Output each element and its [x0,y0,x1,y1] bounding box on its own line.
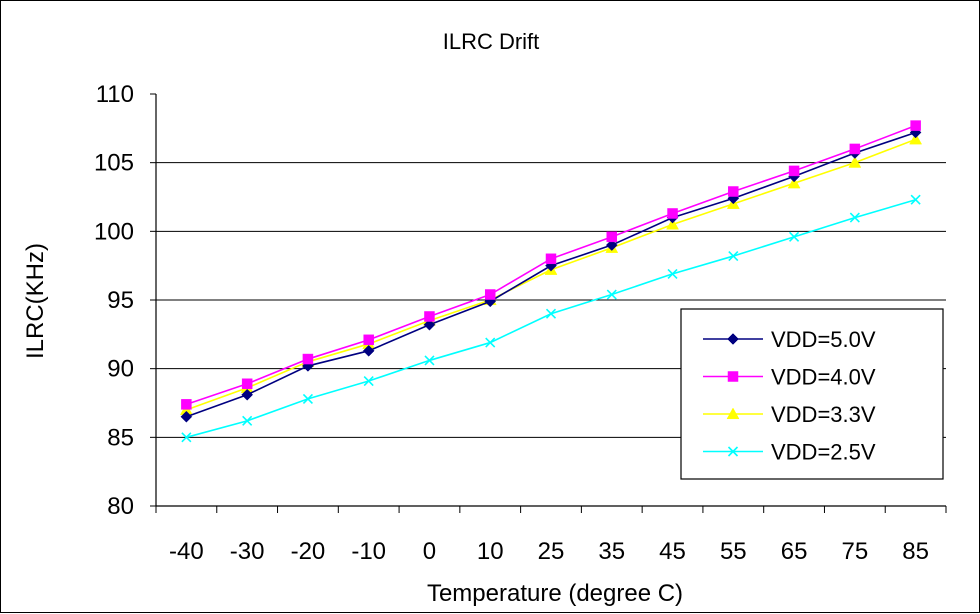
x-tick-labels: -40 -30 -20 -10 0 10 25 35 45 55 65 75 85 [169,538,929,565]
y-tick-label: 100 [94,218,134,245]
data-point [302,353,314,365]
x-tick-label: 65 [781,538,808,565]
data-point [362,344,375,357]
x-tick-label: 25 [538,538,565,565]
x-tick-label: 75 [841,538,868,565]
data-point [180,410,193,423]
legend-marker [727,371,739,382]
legend: VDD=5.0V VDD=4.0V VDD=3.3V VDD=2.5V [680,308,944,480]
data-point [242,415,253,426]
y-tick-label: 90 [107,356,134,383]
chart-title: ILRC Drift [443,29,540,54]
legend-item: VDD=5.0V [703,327,876,352]
x-tick-label: 55 [720,538,747,565]
data-point [849,143,861,155]
data-point [181,399,192,410]
legend-item: VDD=3.3V [703,402,876,427]
x-tick-label: -20 [291,538,326,565]
legend-label: VDD=2.5V [771,440,876,465]
data-point [181,432,192,443]
data-point [667,268,678,279]
x-tick-label: 85 [902,538,929,565]
legend-marker [727,333,739,345]
data-point [909,132,923,145]
data-point [485,337,496,348]
series-x [181,194,921,443]
data-point [728,186,739,197]
data-point [606,289,617,300]
x-tick-label: 10 [477,538,504,565]
data-point [424,311,435,322]
legend-box [680,308,944,480]
data-point [728,250,739,262]
data-point [910,194,921,205]
data-point [667,208,678,219]
data-point [241,378,253,390]
data-point [787,176,801,189]
data-point [848,156,862,168]
legend-label: VDD=3.3V [771,402,876,427]
data-point [363,334,374,346]
x-tick-label: -30 [230,538,265,565]
data-point [606,231,618,243]
data-point [605,239,618,251]
y-tick-label: 95 [107,287,134,314]
axes-layer [150,93,947,513]
series-square [181,120,921,410]
y-tick-label: 85 [107,424,134,451]
data-point [788,165,800,177]
x-tick-label: 35 [598,538,625,565]
data-point [789,231,800,242]
legend-item: VDD=4.0V [703,365,876,390]
data-point [545,308,557,319]
y-tick-label: 105 [94,150,134,177]
data-point [241,388,254,401]
data-point [849,212,860,223]
x-tick-label: -40 [169,538,204,565]
data-point [302,393,313,404]
data-point [910,120,921,131]
y-axis-title: ILRC(KHz) [22,243,49,359]
series-layer [179,120,923,443]
legend-item: VDD=2.5V [703,440,876,465]
data-point [666,217,679,230]
x-tick-label: -10 [351,538,386,565]
x-tick-label: 45 [659,538,686,565]
data-point [363,375,374,387]
data-point [423,318,436,331]
legend-marker [727,446,739,457]
legend-marker [726,407,740,420]
legend-label: VDD=5.0V [771,327,876,352]
legend-label: VDD=4.0V [771,365,876,390]
data-point [424,355,435,366]
y-tick-labels: 80 85 90 95 100 105 110 [94,81,134,520]
data-point [484,289,496,300]
y-tick-label: 110 [96,81,134,108]
x-tick-label: 0 [423,538,436,565]
data-point [545,253,557,265]
x-axis-title: Temperature (degree C) [427,580,683,607]
y-tick-label: 80 [107,493,134,520]
